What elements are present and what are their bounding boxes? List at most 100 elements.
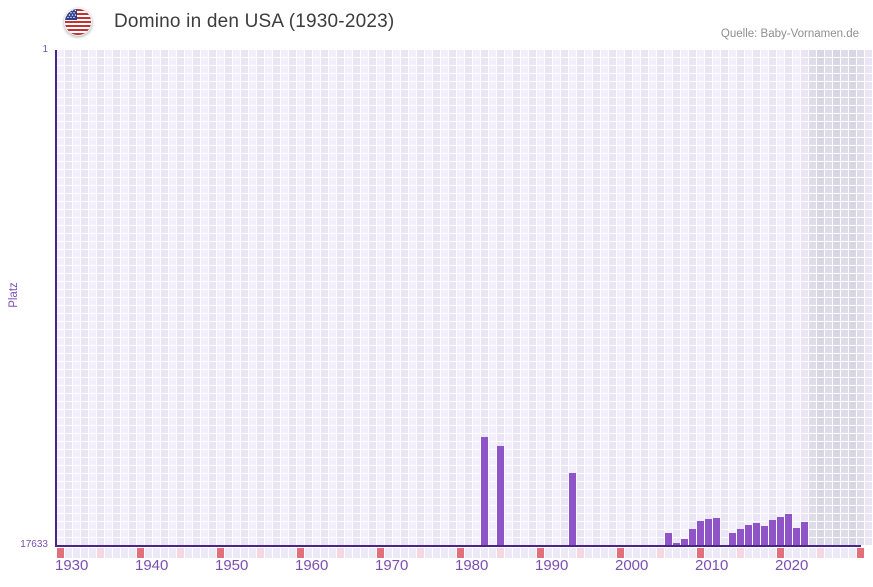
future-years-band xyxy=(809,50,865,545)
x-axis-label: 2010 xyxy=(695,557,729,574)
bar-2016[interactable] xyxy=(745,525,752,545)
x-tick-cell xyxy=(689,548,696,558)
x-tick-cell xyxy=(593,548,600,558)
x-tick-cell xyxy=(681,548,688,558)
x-tick-cell xyxy=(489,548,496,558)
x-tick-cell xyxy=(705,548,712,558)
x-minor-tick xyxy=(337,548,344,558)
x-tick-cell xyxy=(73,548,80,558)
x-minor-tick xyxy=(497,548,504,558)
x-tick-cell xyxy=(641,548,648,558)
x-tick-cell xyxy=(673,548,680,558)
x-tick-cell xyxy=(241,548,248,558)
chart-header: Domino in den USA (1930-2023) Quelle: Ba… xyxy=(0,0,873,46)
x-axis-line xyxy=(55,545,861,547)
x-tick-cell xyxy=(441,548,448,558)
x-major-tick xyxy=(857,548,864,558)
x-tick-cell xyxy=(601,548,608,558)
x-tick-cell xyxy=(849,548,856,558)
x-major-tick xyxy=(537,548,544,558)
x-tick-cell xyxy=(833,548,840,558)
bar-1994[interactable] xyxy=(569,473,576,545)
bar-1985[interactable] xyxy=(497,446,504,545)
bar-2009[interactable] xyxy=(689,529,696,545)
x-tick-cell xyxy=(129,548,136,558)
x-tick-cell xyxy=(545,548,552,558)
x-major-tick xyxy=(217,548,224,558)
x-axis-label: 1970 xyxy=(375,557,409,574)
x-tick-cell xyxy=(569,548,576,558)
x-tick-cell xyxy=(345,548,352,558)
x-tick-cell xyxy=(401,548,408,558)
x-tick-cell xyxy=(761,548,768,558)
x-tick-cell xyxy=(609,548,616,558)
x-tick-cell xyxy=(801,548,808,558)
x-tick-cell xyxy=(841,548,848,558)
bar-2006[interactable] xyxy=(665,533,672,545)
x-axis-label: 1990 xyxy=(535,557,569,574)
bar-2015[interactable] xyxy=(737,529,744,545)
plot-area xyxy=(57,50,873,545)
bar-2023[interactable] xyxy=(801,522,808,545)
bar-2014[interactable] xyxy=(729,533,736,545)
x-tick-cell xyxy=(121,548,128,558)
y-axis-min-label: 17633 xyxy=(20,539,48,550)
x-axis-label: 1980 xyxy=(455,557,489,574)
x-tick-cell xyxy=(729,548,736,558)
x-minor-tick xyxy=(257,548,264,558)
x-tick-cell xyxy=(809,548,816,558)
bar-2017[interactable] xyxy=(753,523,760,545)
bar-2021[interactable] xyxy=(785,514,792,545)
x-tick-cell xyxy=(353,548,360,558)
y-axis-max-label: 1 xyxy=(42,44,48,55)
x-tick-cell xyxy=(281,548,288,558)
x-tick-cell xyxy=(585,548,592,558)
x-tick-cell xyxy=(665,548,672,558)
x-tick-cell xyxy=(521,548,528,558)
x-minor-tick xyxy=(417,548,424,558)
x-tick-cell xyxy=(145,548,152,558)
x-major-tick xyxy=(137,548,144,558)
bar-2022[interactable] xyxy=(793,528,800,545)
x-major-tick xyxy=(457,548,464,558)
x-tick-cell xyxy=(161,548,168,558)
x-tick-cell xyxy=(633,548,640,558)
x-minor-tick xyxy=(97,548,104,558)
x-tick-cell xyxy=(89,548,96,558)
x-tick-cell xyxy=(753,548,760,558)
x-tick-cell xyxy=(785,548,792,558)
x-tick-cell xyxy=(553,548,560,558)
x-tick-cell xyxy=(321,548,328,558)
x-major-tick xyxy=(377,548,384,558)
x-tick-cell xyxy=(169,548,176,558)
bar-2010[interactable] xyxy=(697,521,704,545)
bar-2008[interactable] xyxy=(681,539,688,545)
x-major-tick xyxy=(57,548,64,558)
bar-2020[interactable] xyxy=(777,517,784,545)
page-title: Domino in den USA (1930-2023) xyxy=(114,11,395,32)
bar-2019[interactable] xyxy=(769,520,776,545)
x-tick-cell xyxy=(625,548,632,558)
x-tick-cell xyxy=(289,548,296,558)
x-tick-cell xyxy=(209,548,216,558)
x-tick-cell xyxy=(361,548,368,558)
bar-series xyxy=(57,50,873,545)
x-major-tick xyxy=(777,548,784,558)
x-axis-label: 2020 xyxy=(775,557,809,574)
bar-2012[interactable] xyxy=(713,518,720,545)
x-tick-row xyxy=(57,548,873,558)
x-major-tick xyxy=(617,548,624,558)
x-tick-cell xyxy=(65,548,72,558)
x-tick-cell xyxy=(473,548,480,558)
x-axis-label: 1940 xyxy=(135,557,169,574)
bar-2007[interactable] xyxy=(673,543,680,545)
bar-1983[interactable] xyxy=(481,437,488,545)
x-tick-cell xyxy=(81,548,88,558)
bar-2011[interactable] xyxy=(705,519,712,545)
x-tick-cell xyxy=(113,548,120,558)
x-minor-tick xyxy=(817,548,824,558)
x-axis-label: 2000 xyxy=(615,557,649,574)
x-major-tick xyxy=(697,548,704,558)
bar-2018[interactable] xyxy=(761,526,768,545)
y-axis-line xyxy=(55,50,57,547)
